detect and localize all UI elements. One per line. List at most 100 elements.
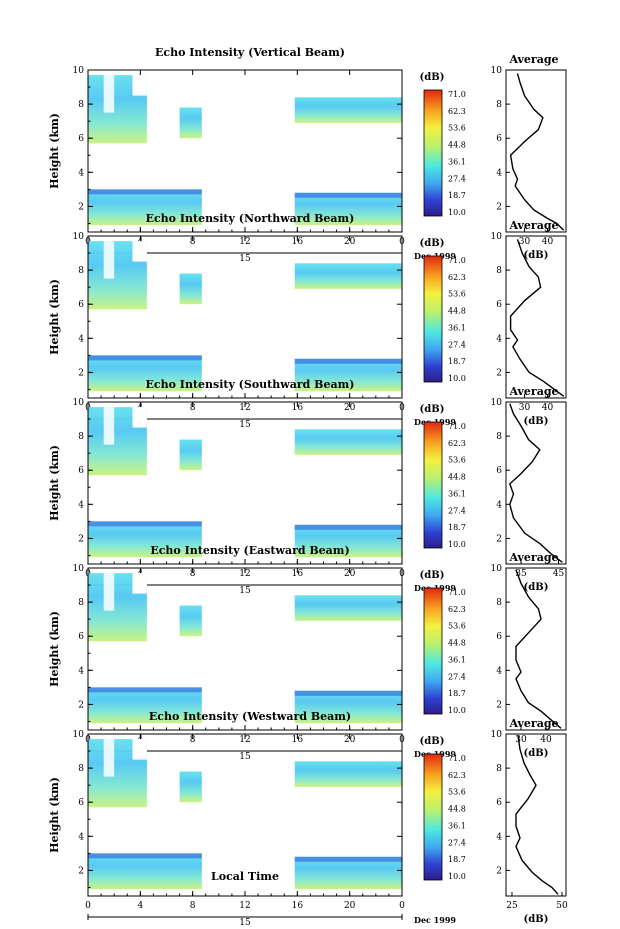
- profile-line: [509, 73, 565, 231]
- colorbar-tick-label: 44.8: [448, 473, 466, 482]
- echo-region-edge: [294, 690, 402, 696]
- colorbar: [423, 587, 443, 715]
- colorbar-tick-label: 62.3: [448, 771, 466, 780]
- profile-y-label: 6: [496, 466, 502, 476]
- profile-x-unit: (dB): [524, 416, 549, 427]
- colorbar-tick-label: 62.3: [448, 107, 466, 116]
- y-tick-label: 6: [78, 798, 84, 808]
- echo-region: [294, 690, 402, 724]
- echo-region: [179, 439, 202, 471]
- y-tick-label: 4: [78, 168, 84, 178]
- date-label: Dec 1999: [414, 915, 456, 925]
- echo-region: [179, 605, 202, 637]
- colorbar-tick-label: 36.1: [448, 157, 466, 166]
- echo-region: [294, 595, 402, 621]
- echo-region: [294, 856, 402, 890]
- profile-y-label: 4: [496, 168, 502, 178]
- panel-2: Echo Intensity (Northward Beam) 2 4 6 8 10 Hei…: [48, 212, 567, 430]
- colorbar: [423, 421, 443, 549]
- profile-y-label: 4: [496, 334, 502, 344]
- profile-y-label: 2: [496, 368, 502, 378]
- echo-region-edge: [294, 192, 402, 198]
- x-tick-label: 20: [344, 403, 356, 413]
- profile-y-label: 6: [496, 632, 502, 642]
- y-tick-label: 8: [78, 764, 84, 774]
- colorbar-tick-label: 10.0: [448, 706, 466, 715]
- profile-x-label: 30: [515, 735, 527, 745]
- profile-title: Average: [508, 219, 558, 232]
- y-tick-label: 6: [78, 134, 84, 144]
- x-tick-label: 20: [344, 735, 356, 745]
- echo-region: [179, 107, 202, 139]
- y-tick-label: 6: [78, 300, 84, 310]
- colorbar-tick-label: 10.0: [448, 540, 466, 549]
- colorbar-tick-label: 53.6: [448, 622, 466, 631]
- colorbar-tick-label: 36.1: [448, 323, 466, 332]
- colorbar-tick-label: 18.7: [448, 191, 466, 200]
- x-tick-label: 8: [190, 403, 196, 413]
- y-tick-label: 8: [78, 598, 84, 608]
- profile-y-label: 4: [496, 500, 502, 510]
- colorbar-tick-label: 71.0: [448, 90, 466, 99]
- profile-x-label: 30: [519, 403, 531, 413]
- colorbar-tick-label: 10.0: [448, 872, 466, 881]
- profile-x-label: 30: [519, 237, 531, 247]
- colorbar-tick-label: 53.6: [448, 456, 466, 465]
- x-tick-label: 16: [292, 237, 304, 247]
- colorbar-unit: (dB): [420, 404, 445, 415]
- echo-region: [88, 687, 202, 724]
- date-day-label: 15: [239, 254, 251, 264]
- echo-region: [294, 429, 402, 455]
- profile-y-label: 6: [496, 300, 502, 310]
- profile-x-unit: (dB): [524, 748, 549, 759]
- x-tick-label: 20: [344, 569, 356, 579]
- y-tick-label: 10: [73, 730, 85, 740]
- y-tick-label: 2: [78, 700, 84, 710]
- colorbar-tick-label: 27.4: [448, 506, 466, 515]
- echo-region-edge: [294, 524, 402, 530]
- echo-region-edge: [294, 358, 402, 364]
- profile-x-label: 45: [553, 569, 565, 579]
- y-tick-label: 8: [78, 266, 84, 276]
- profile-title: Average: [508, 717, 558, 730]
- y-axis-label: Height (km): [48, 113, 61, 189]
- colorbar-tick-label: 44.8: [448, 805, 466, 814]
- colorbar-tick-label: 18.7: [448, 357, 466, 366]
- x-tick-label: 8: [190, 901, 196, 911]
- profile-y-label: 2: [496, 534, 502, 544]
- colorbar-tick-label: 53.6: [448, 124, 466, 133]
- echo-region: [88, 853, 202, 890]
- profile-y-label: 8: [496, 764, 502, 774]
- echo-region: [294, 97, 402, 123]
- y-axis-label: Height (km): [48, 611, 61, 687]
- echo-gap: [132, 573, 147, 594]
- x-tick-label: 16: [292, 569, 304, 579]
- profile-y-label: 10: [491, 66, 503, 76]
- profile-x-unit: (dB): [524, 250, 549, 261]
- profile-y-label: 4: [496, 832, 502, 842]
- colorbar-tick-label: 71.0: [448, 422, 466, 431]
- y-tick-label: 4: [78, 334, 84, 344]
- y-tick-label: 4: [78, 666, 84, 676]
- colorbar-tick-label: 44.8: [448, 307, 466, 316]
- profile-y-label: 10: [491, 398, 503, 408]
- profile-frame: [505, 235, 567, 399]
- colorbar-tick-label: 27.4: [448, 838, 466, 847]
- y-tick-label: 8: [78, 100, 84, 110]
- profile-y-label: 10: [491, 730, 503, 740]
- y-axis-label: Height (km): [48, 279, 61, 355]
- echo-region: [179, 273, 202, 305]
- colorbar-tick-label: 27.4: [448, 340, 466, 349]
- colorbar-tick-label: 53.6: [448, 788, 466, 797]
- x-tick-label: 8: [190, 735, 196, 745]
- x-tick-label: 0: [399, 901, 405, 911]
- profile-x-label: 50: [556, 901, 568, 911]
- echo-region: [88, 189, 202, 226]
- panel-title: Echo Intensity (Vertical Beam): [155, 46, 345, 59]
- echo-region: [294, 524, 402, 558]
- echo-region-edge: [294, 856, 402, 862]
- y-tick-label: 10: [73, 398, 85, 408]
- colorbar-tick-label: 71.0: [448, 588, 466, 597]
- date-day-label: 15: [239, 918, 251, 928]
- y-tick-label: 4: [78, 500, 84, 510]
